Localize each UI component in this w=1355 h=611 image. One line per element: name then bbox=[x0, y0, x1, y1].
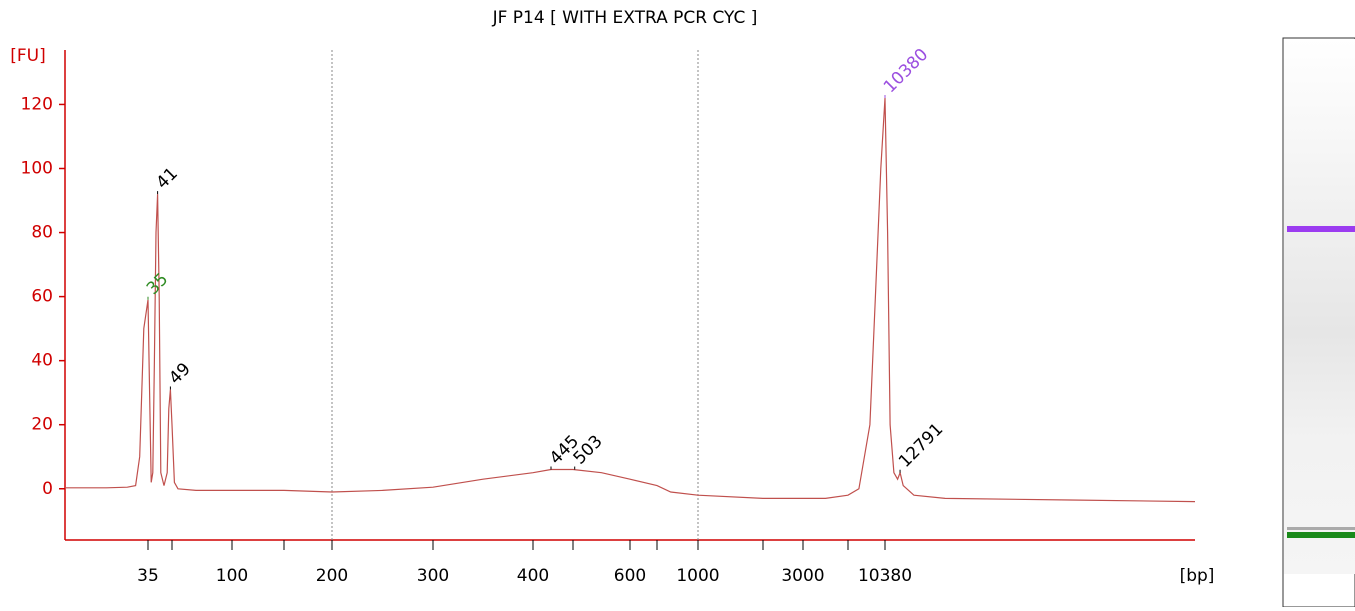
y-tick-label: 100 bbox=[21, 158, 53, 178]
x-tick-label: 35 bbox=[137, 566, 159, 586]
x-tick-label: 3000 bbox=[781, 566, 824, 586]
y-tick-label: 20 bbox=[31, 415, 53, 435]
chart-title: JF P14 [ WITH EXTRA PCR CYC ] bbox=[492, 8, 758, 28]
peak-label: 41 bbox=[153, 164, 182, 193]
peak-label: 35 bbox=[143, 269, 172, 298]
y-tick-label: 40 bbox=[31, 351, 53, 371]
y-axis-label: [FU] bbox=[10, 46, 46, 66]
gel-band bbox=[1287, 527, 1355, 530]
gel-lane bbox=[1284, 39, 1355, 574]
peak-label: 49 bbox=[165, 359, 194, 388]
x-tick-label: 1000 bbox=[676, 566, 719, 586]
peak-label: 10380 bbox=[880, 45, 932, 97]
gel-band bbox=[1287, 226, 1355, 232]
peak-label: 503 bbox=[570, 432, 607, 469]
y-tick-label: 120 bbox=[21, 94, 53, 114]
y-tick-label: 80 bbox=[31, 223, 53, 243]
x-tick-label: 300 bbox=[417, 566, 449, 586]
x-tick-label: 10380 bbox=[858, 566, 912, 586]
x-tick-label: 400 bbox=[517, 566, 549, 586]
peak-label: 12791 bbox=[895, 419, 947, 471]
x-tick-label: 100 bbox=[216, 566, 248, 586]
x-tick-label: 600 bbox=[614, 566, 646, 586]
y-tick-label: 0 bbox=[42, 479, 53, 499]
trace bbox=[65, 97, 1196, 503]
x-axis-label: [bp] bbox=[1180, 566, 1215, 586]
x-tick-label: 200 bbox=[316, 566, 348, 586]
y-tick-label: 60 bbox=[31, 287, 53, 307]
gel-band bbox=[1287, 532, 1355, 538]
